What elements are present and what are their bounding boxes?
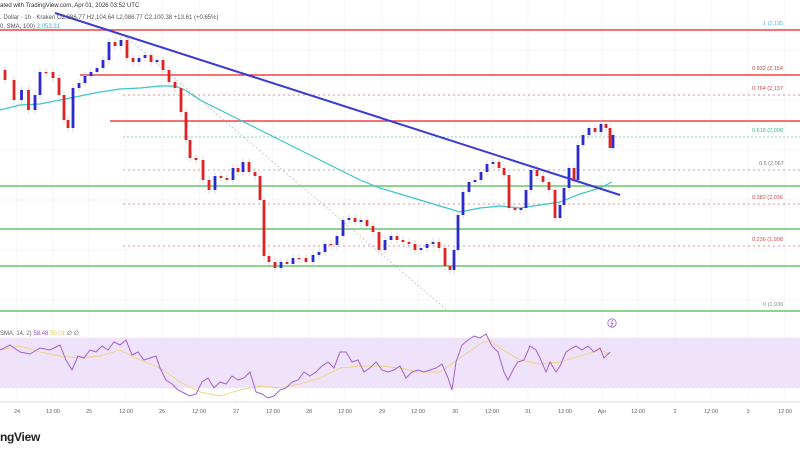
x-tick-label: 12:00	[192, 409, 206, 415]
fib-label-0.236: 0.236 (1,998	[752, 237, 783, 243]
x-tick-label: 12:00	[46, 409, 60, 415]
fib-label-0.764: 0.764 (2,137	[752, 86, 783, 92]
rsi-overbought-oversold-band	[0, 338, 800, 388]
sma-value: 2,053.31	[36, 24, 61, 30]
fib-label-0.832: 0.832 (2,154	[752, 66, 783, 72]
sma-legend: 0, SMA, 100) 2,053.31	[0, 24, 60, 30]
sma-100-line	[0, 85, 613, 213]
rsi-ma-line	[0, 339, 611, 397]
sma-label: 0, SMA, 100)	[0, 24, 36, 30]
x-tick-label: 30	[451, 409, 459, 415]
rsi-extra: ∅ ∅	[66, 331, 79, 337]
x-tick-label: 31	[524, 409, 532, 415]
x-tick-label: 26	[158, 409, 166, 415]
x-tick-label: 12:00	[631, 409, 645, 415]
ohlc-info: . Dollar · 1h · Kraken O2,086.77 H2,104.…	[0, 15, 219, 21]
rsi-line	[0, 333, 611, 399]
x-tick-label: 12:00	[338, 409, 352, 415]
fib-label-1: 1 (2,195	[763, 21, 784, 27]
x-tick-label: 3	[746, 409, 750, 415]
fib-label-0: 0 (1,936	[763, 302, 784, 308]
tradingview-logo: ngView	[0, 430, 40, 444]
x-tick-label: 25	[85, 409, 93, 415]
x-tick-label: 12:00	[119, 409, 133, 415]
x-tick-label: 24	[13, 409, 21, 415]
rsi-label: SMA, 14, 2)	[0, 331, 32, 337]
candlesticks	[3, 36, 615, 274]
x-tick-label: 12:00	[266, 409, 280, 415]
rsi-ma-value: 50.01	[50, 331, 66, 337]
x-tick-label: 12:00	[411, 409, 425, 415]
fibonacci-levels	[123, 29, 800, 312]
fib-label-0.5: 0.5 (2,067	[759, 161, 784, 167]
x-tick-label: 28	[305, 409, 313, 415]
horizontal-levels	[0, 29, 800, 312]
chart-title: ated with TradingView.com, Apr 01, 2026 …	[0, 3, 140, 9]
x-tick-label: 12:00	[704, 409, 718, 415]
rsi-legend: SMA, 14, 2) 58.48 50.01 ∅ ∅	[0, 330, 79, 337]
fib-label-0.618: 0.618 (2,098	[752, 128, 783, 134]
x-tick-label: Apr	[597, 409, 607, 415]
x-tick-label: 29	[378, 409, 386, 415]
x-tick-label: 12:00	[485, 409, 499, 415]
x-tick-label: 12:00	[778, 409, 792, 415]
x-tick-label: 12:00	[558, 409, 572, 415]
lightning-marker-icon[interactable]	[607, 318, 617, 328]
x-tick-label: 27	[232, 409, 240, 415]
bearish-trendline[interactable]	[54, 12, 621, 196]
rsi-value: 58.48	[33, 331, 49, 337]
fib-label-0.382: 0.382 (2,036	[752, 195, 783, 201]
x-tick-label: 2	[673, 409, 677, 415]
fibonacci-anchor-line	[124, 35, 449, 312]
